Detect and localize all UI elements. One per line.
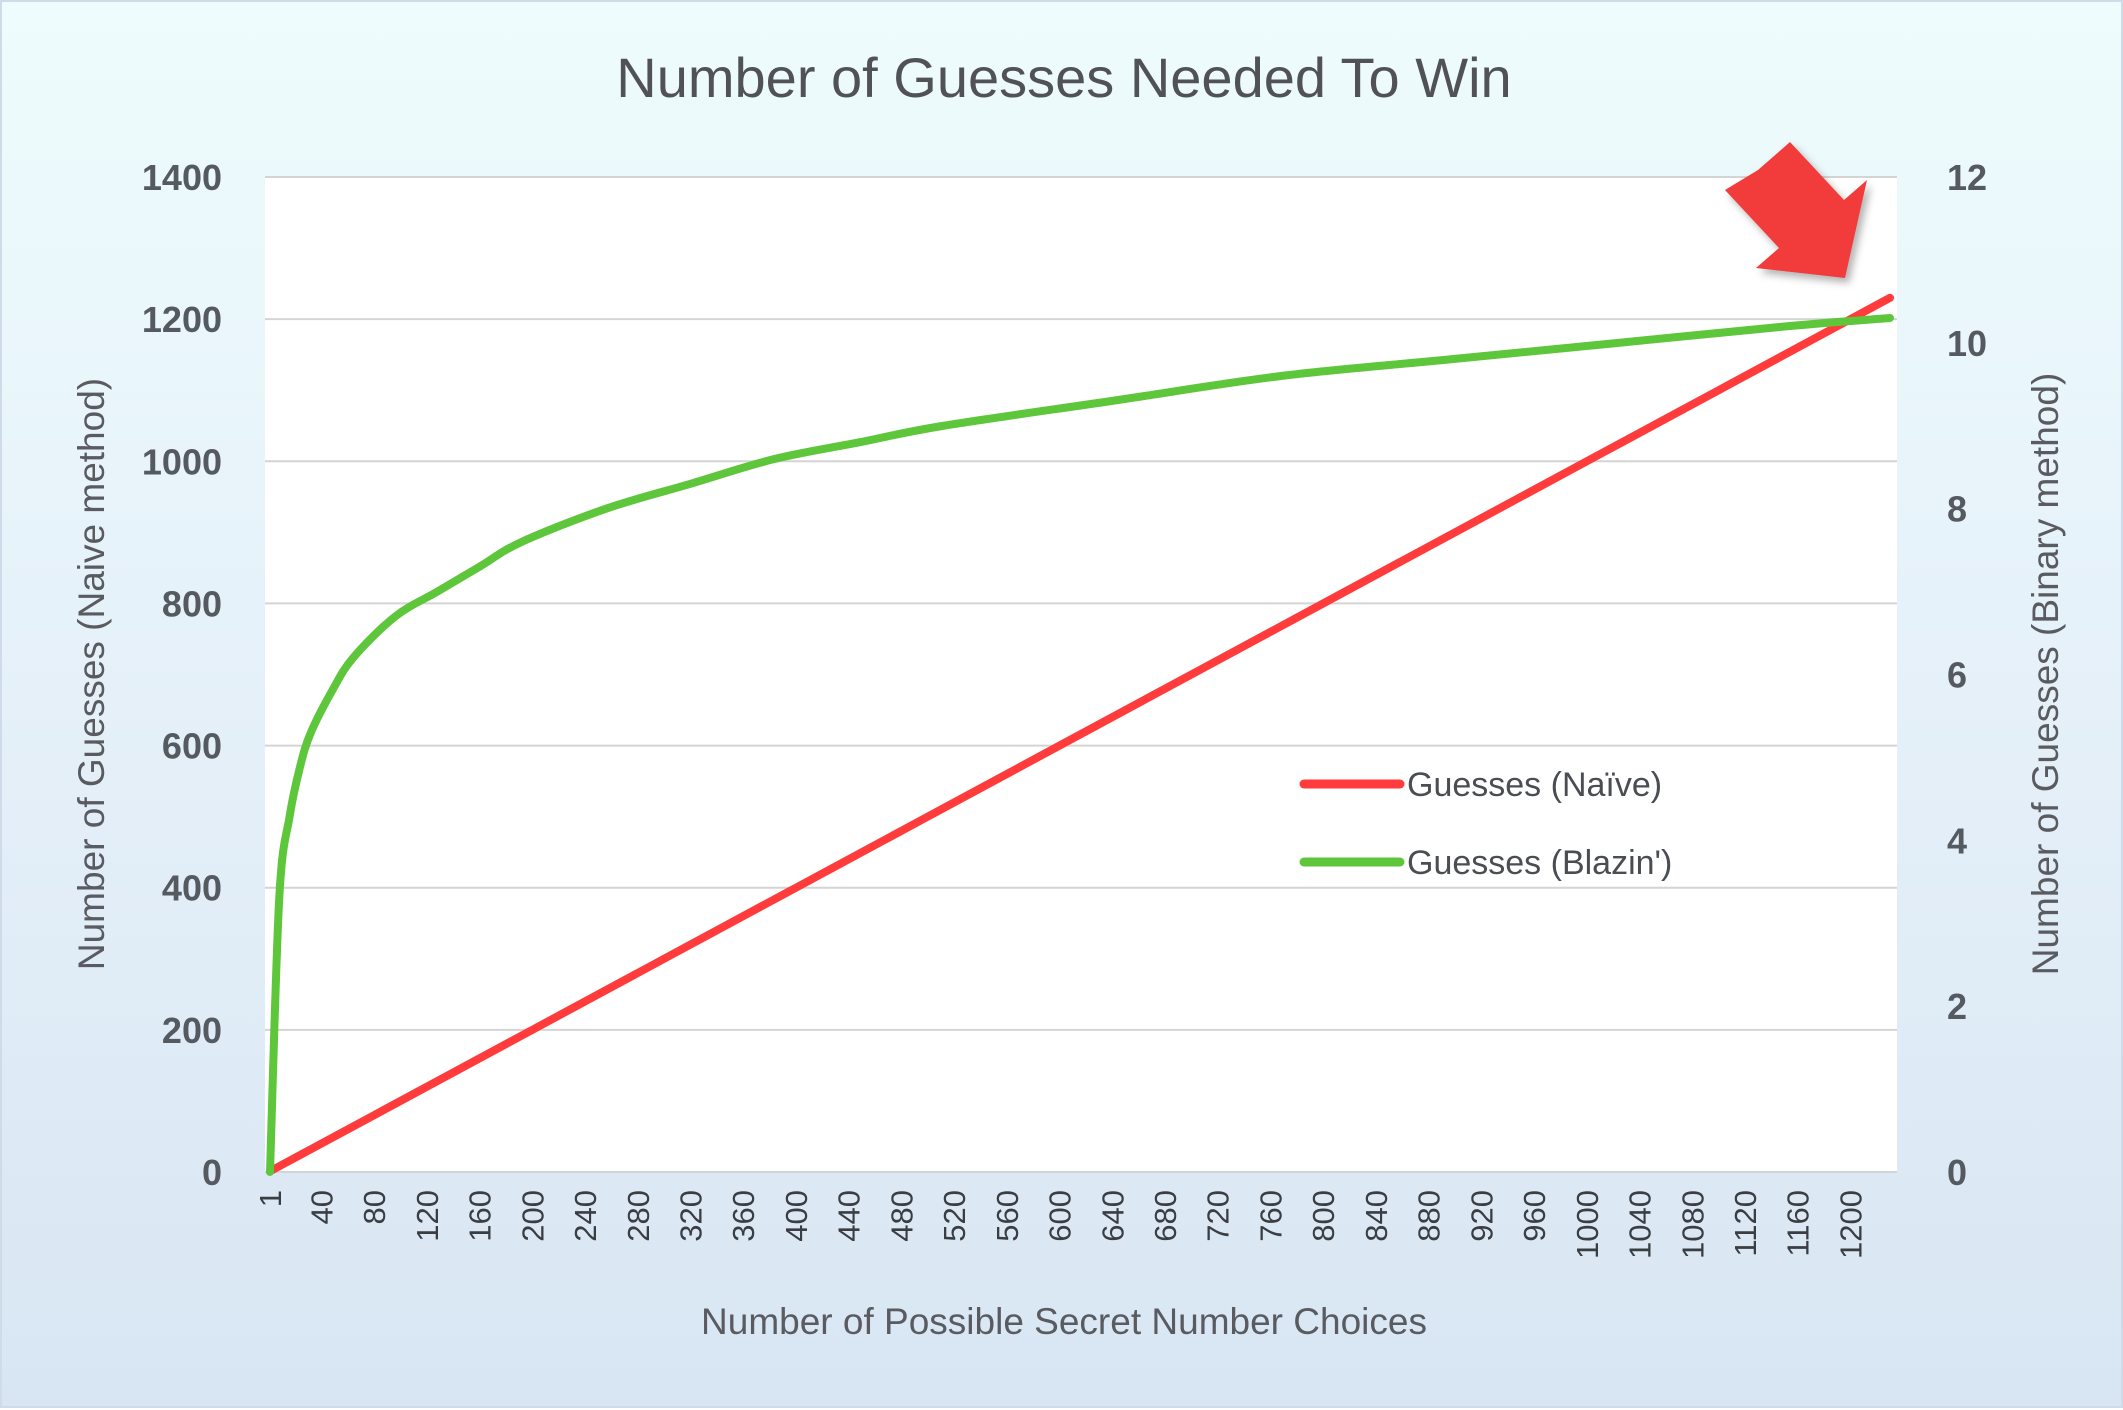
x-tick-label: 240 xyxy=(568,1190,603,1242)
y-axis-left-ticks: 0 200 400 600 800 1000 1200 1400 xyxy=(142,157,222,1193)
y-left-tick-label: 1200 xyxy=(142,299,222,340)
y-right-tick-label: 12 xyxy=(1947,157,1987,198)
y-right-tick-label: 10 xyxy=(1947,323,1987,364)
x-tick-label: 720 xyxy=(1201,1190,1236,1242)
y-right-tick-label: 0 xyxy=(1947,1152,1967,1193)
x-tick-label: 840 xyxy=(1359,1190,1394,1242)
x-tick-label: 1160 xyxy=(1781,1190,1816,1257)
y-left-tick-label: 800 xyxy=(162,583,222,624)
y-left-tick-label: 1400 xyxy=(142,157,222,198)
legend-label-blazin: Guesses (Blazin') xyxy=(1407,844,1672,882)
y-axis-left-title: Number of Guesses (Naive method) xyxy=(71,378,112,970)
x-tick-label: 40 xyxy=(304,1190,339,1224)
x-tick-label: 440 xyxy=(832,1190,867,1242)
y-axis-right-title: Number of Guesses (Binary method) xyxy=(2025,373,2066,976)
x-tick-label: 600 xyxy=(1043,1190,1078,1242)
x-tick-label: 80 xyxy=(357,1190,392,1224)
x-tick-label: 640 xyxy=(1095,1190,1130,1242)
series-line-naive xyxy=(266,293,1894,1176)
y-right-tick-label: 6 xyxy=(1947,655,1967,696)
chart-title: Number of Guesses Needed To Win xyxy=(616,46,1511,109)
x-axis-ticks: 1 40 80 120 160 200 240 280 320 360 400 440 480 520 56… xyxy=(253,1190,1868,1259)
y-left-tick-label: 400 xyxy=(162,868,222,909)
x-tick-label: 280 xyxy=(621,1190,656,1242)
x-tick-label: 520 xyxy=(937,1190,972,1242)
y-right-tick-label: 4 xyxy=(1947,820,1967,861)
series-line-blazin xyxy=(266,313,1894,1176)
x-tick-label: 320 xyxy=(673,1190,708,1242)
x-tick-label: 760 xyxy=(1253,1190,1288,1242)
x-tick-label: 920 xyxy=(1464,1190,1499,1242)
x-tick-label: 1200 xyxy=(1833,1190,1868,1259)
legend: Guesses (Naïve) Guesses (Blazin') xyxy=(1299,766,1672,882)
x-tick-label: 880 xyxy=(1412,1190,1447,1242)
x-tick-label: 1080 xyxy=(1675,1190,1710,1259)
y-left-tick-label: 0 xyxy=(202,1152,222,1193)
x-tick-label: 800 xyxy=(1306,1190,1341,1242)
x-tick-label: 680 xyxy=(1148,1190,1183,1242)
y-left-tick-label: 600 xyxy=(162,726,222,767)
x-tick-label: 1040 xyxy=(1623,1190,1658,1259)
x-tick-label: 1000 xyxy=(1570,1190,1605,1259)
plot-area xyxy=(265,177,1897,1172)
y-right-tick-label: 2 xyxy=(1947,986,1967,1027)
x-axis-title: Number of Possible Secret Number Choices xyxy=(701,1301,1427,1342)
x-tick-label: 560 xyxy=(990,1190,1025,1242)
legend-label-naive: Guesses (Naïve) xyxy=(1407,766,1662,804)
series-layer xyxy=(266,293,1894,1176)
y-left-tick-label: 200 xyxy=(162,1010,222,1051)
x-tick-label: 480 xyxy=(884,1190,919,1242)
x-tick-label: 960 xyxy=(1517,1190,1552,1242)
y-right-tick-label: 8 xyxy=(1947,489,1967,530)
x-tick-label: 160 xyxy=(463,1190,498,1242)
x-tick-label: 1120 xyxy=(1728,1190,1763,1257)
x-tick-label: 120 xyxy=(410,1190,445,1242)
x-tick-label: 1 xyxy=(253,1190,288,1207)
y-left-tick-label: 1000 xyxy=(142,441,222,482)
red-arrow-icon xyxy=(1725,142,1867,278)
x-tick-label: 200 xyxy=(515,1190,550,1242)
y-axis-right-ticks: 0 2 4 6 8 10 12 xyxy=(1947,157,1987,1193)
x-tick-label: 360 xyxy=(726,1190,761,1242)
x-tick-label: 400 xyxy=(779,1190,814,1242)
